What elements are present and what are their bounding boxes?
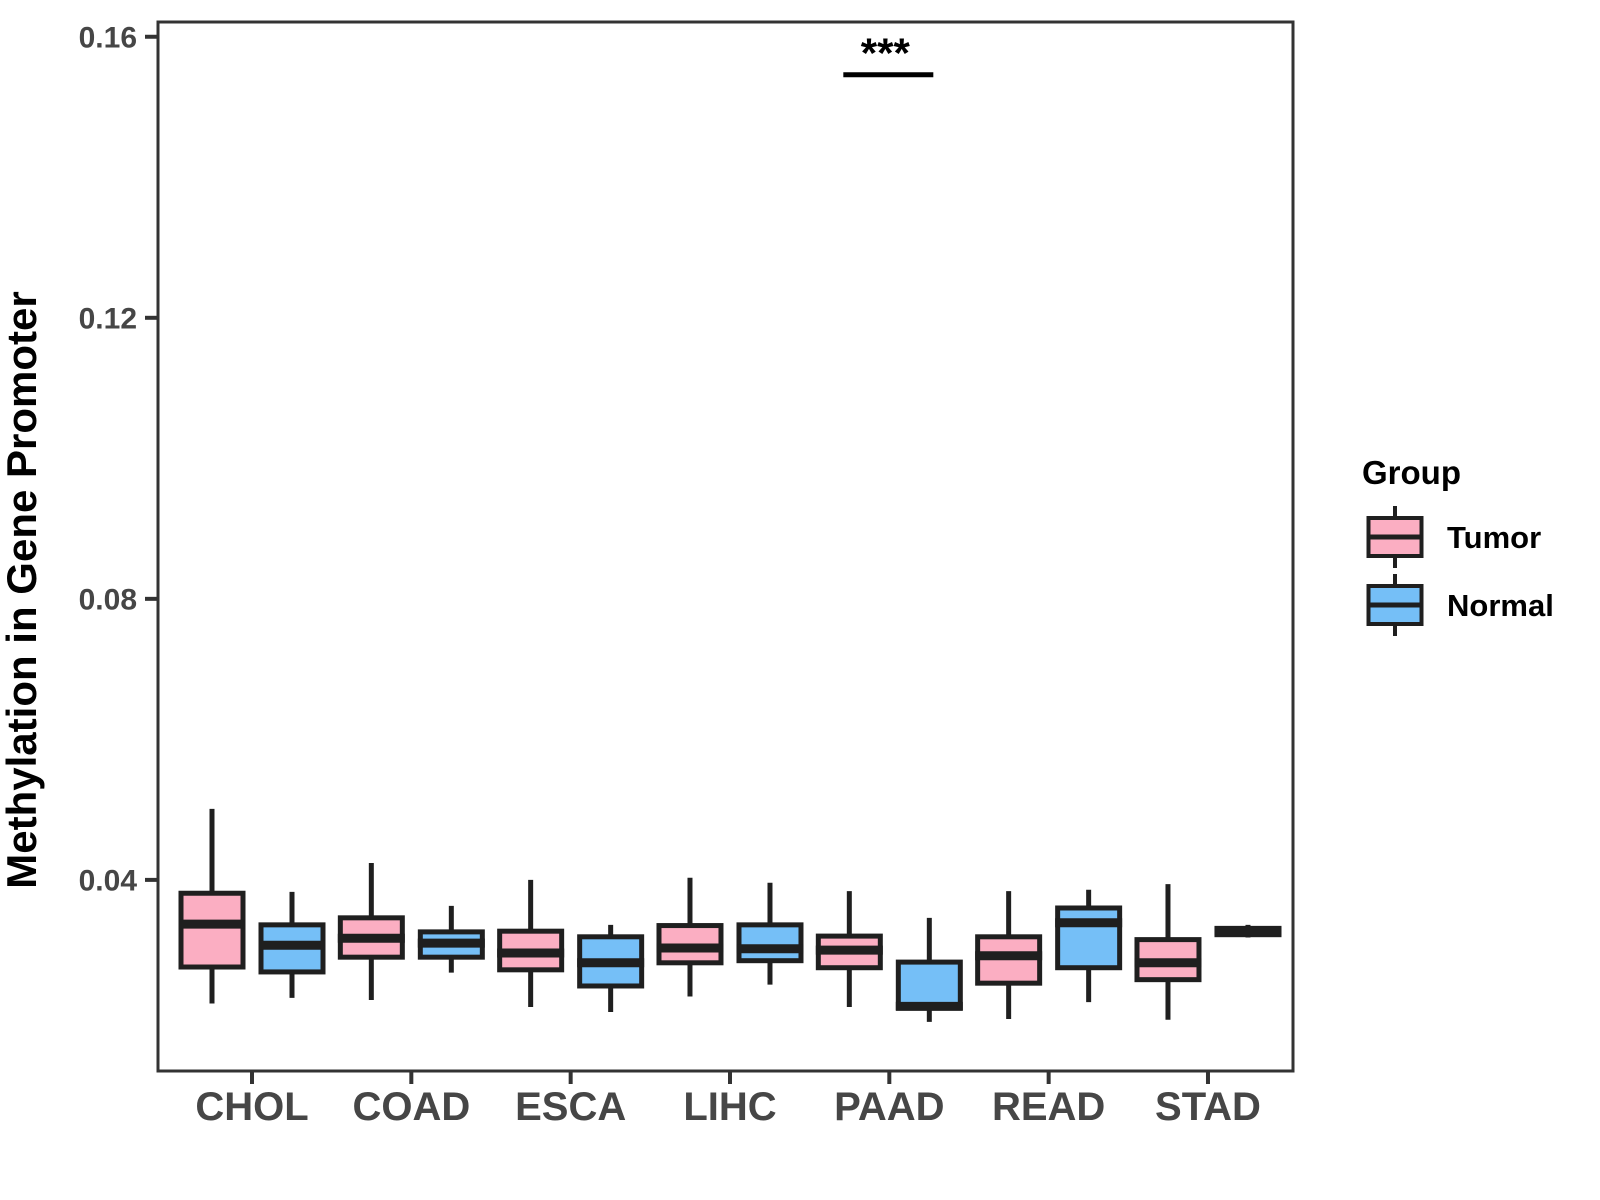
box-stad-normal: [1214, 924, 1282, 938]
box-coad-normal: [417, 905, 485, 973]
box-paad-tumor: [815, 891, 883, 1008]
x-tick-label-lihc: LIHC: [683, 1085, 776, 1129]
box-chol-normal: [258, 891, 326, 998]
y-axis-title: Methylation in Gene Promoter: [0, 291, 45, 888]
iqr-box: [178, 890, 246, 970]
box-coad-tumor: [337, 863, 405, 1001]
x-tick-label-esca: ESCA: [515, 1085, 626, 1129]
x-tick-label-chol: CHOL: [195, 1085, 308, 1129]
x-tick-label-coad: COAD: [352, 1085, 470, 1129]
box-read-tumor: [975, 891, 1043, 1020]
legend-title: Group: [1362, 454, 1461, 491]
iqr-box: [1055, 905, 1123, 971]
x-tick-label-stad: STAD: [1155, 1085, 1261, 1129]
legend-entry-tumor: Tumor: [1366, 506, 1541, 568]
y-tick-label: 0.04: [79, 865, 138, 898]
y-tick-label: 0.12: [79, 303, 137, 336]
legend: Group Tumor Normal: [1362, 454, 1554, 636]
plot-panel: [156, 20, 1295, 1073]
x-tick-label-paad: PAAD: [834, 1085, 944, 1129]
box-paad-normal: [895, 917, 963, 1022]
x-tick-label-read: READ: [992, 1085, 1105, 1129]
legend-label-tumor: Tumor: [1447, 520, 1541, 555]
box-lihc-normal: [736, 882, 804, 985]
iqr-box: [895, 959, 963, 1011]
box-read-normal: [1055, 889, 1123, 1003]
legend-label-normal: Normal: [1447, 588, 1554, 623]
series-normal: [258, 882, 1282, 1022]
box-chol-tumor: [178, 808, 246, 1004]
y-tick-label: 0.08: [79, 584, 137, 617]
y-tick-label: 0.16: [79, 22, 137, 55]
series-tumor: [178, 808, 1202, 1020]
y-axis: 0.04 0.08 0.12 0.16: [79, 22, 158, 898]
box-lihc-tumor: [656, 877, 724, 997]
x-axis: CHOL COAD ESCA LIHC PAAD READ STAD: [195, 1071, 1261, 1129]
iqr-box: [736, 922, 804, 964]
significance-stars: ***: [861, 30, 911, 77]
box-esca-tumor: [497, 879, 565, 1008]
box-esca-normal: [577, 924, 645, 1012]
box-stad-tumor: [1134, 884, 1202, 1020]
legend-entry-normal: Normal: [1366, 574, 1554, 636]
significance-annotation: ***: [843, 30, 934, 78]
